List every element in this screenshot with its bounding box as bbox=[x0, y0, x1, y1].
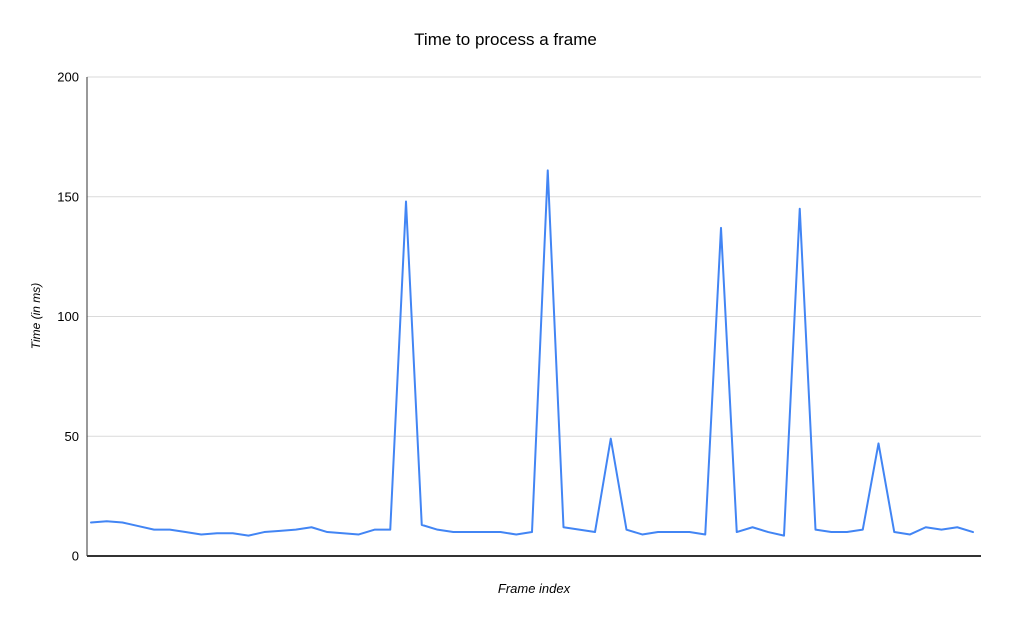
chart-title: Time to process a frame bbox=[414, 30, 597, 49]
y-tick-label: 150 bbox=[57, 189, 79, 204]
x-axis-title: Frame index bbox=[497, 581, 571, 596]
y-tick-label: 100 bbox=[57, 309, 79, 324]
y-tick-label: 200 bbox=[57, 70, 79, 85]
y-tick-label: 50 bbox=[65, 429, 79, 444]
series-line bbox=[90, 169, 974, 537]
y-tick-label: 0 bbox=[72, 549, 79, 564]
